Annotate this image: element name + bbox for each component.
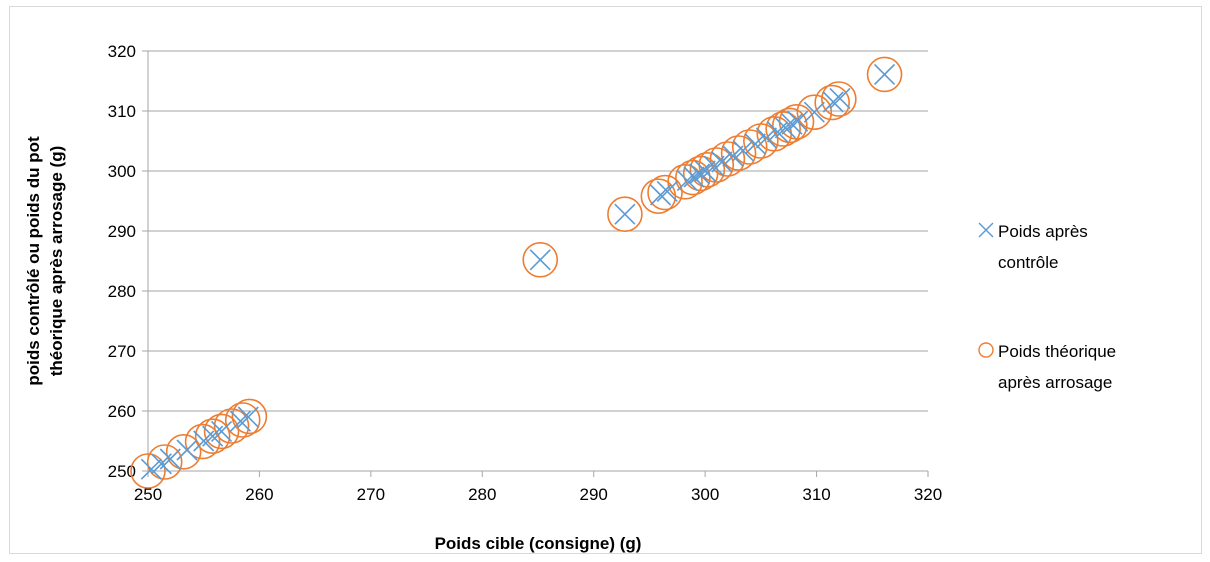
axes	[142, 50, 929, 477]
series-poids-apres-controle	[140, 63, 896, 480]
x-marker	[732, 140, 754, 162]
x-marker	[210, 420, 233, 442]
circle-marker	[796, 94, 833, 130]
legend-label: après arrosage	[998, 373, 1112, 392]
x-marker	[803, 101, 825, 123]
y-tick-label: 270	[108, 342, 136, 361]
x-marker	[744, 133, 766, 155]
circle-marker	[165, 433, 202, 470]
x-tick-label: 270	[357, 485, 385, 504]
x-marker	[656, 180, 678, 202]
x-marker	[676, 170, 698, 192]
x-marker	[159, 448, 181, 470]
y-tick-label: 290	[108, 222, 136, 241]
circle-marker	[130, 453, 166, 489]
x-marker	[774, 117, 796, 139]
circle-marker	[213, 408, 250, 444]
circle-marker	[866, 56, 903, 93]
circle-marker	[194, 418, 231, 455]
circle-marker	[184, 423, 221, 460]
x-marker	[689, 163, 711, 185]
legend-x-marker	[978, 222, 994, 238]
y-tick-label: 310	[108, 102, 136, 121]
circle-marker	[522, 241, 559, 278]
y-tick-label: 280	[108, 282, 136, 301]
x-marker	[529, 249, 551, 271]
x-axis-title: Poids cible (consigne) (g)	[435, 534, 642, 553]
circle-marker	[146, 444, 183, 480]
circle-marker	[224, 402, 261, 438]
x-marker	[683, 166, 705, 188]
x-tick-label: 320	[914, 485, 942, 504]
x-marker	[650, 184, 672, 206]
chart-frame	[9, 6, 1202, 554]
x-marker	[140, 458, 162, 480]
circle-marker	[689, 152, 726, 188]
x-tick-label: 250	[134, 485, 162, 504]
data-series	[130, 56, 903, 489]
circle-marker	[814, 84, 850, 121]
x-marker	[703, 155, 725, 177]
x-tick-label: 310	[802, 485, 830, 504]
legend: Poids après contrôle Poids théorique après …	[978, 222, 1116, 392]
circle-marker	[667, 164, 703, 200]
circle-marker	[607, 196, 643, 232]
x-marker	[755, 127, 777, 149]
y-tick-label: 250	[108, 462, 136, 481]
legend-circle-marker	[978, 342, 994, 358]
legend-label: Poids après	[998, 222, 1088, 241]
series-poids-theorique	[130, 56, 903, 489]
x-marker	[722, 145, 744, 167]
x-marker	[829, 87, 851, 109]
x-marker	[873, 63, 896, 85]
y-tick-label: 260	[108, 402, 136, 421]
circle-marker	[709, 141, 746, 177]
x-marker	[176, 439, 198, 461]
y-axis-title-line: poids contrôlé ou poids du pot	[24, 136, 43, 386]
x-tick-label: 300	[691, 485, 719, 504]
x-marker	[229, 410, 252, 432]
legend-label: Poids théorique	[998, 342, 1116, 361]
x-marker	[237, 406, 259, 428]
circle-marker	[731, 129, 768, 165]
grid-lines	[148, 50, 928, 412]
x-marker	[822, 91, 844, 113]
y-tick-label: 300	[108, 162, 136, 181]
circle-marker	[720, 135, 757, 171]
x-marker	[711, 151, 733, 173]
x-tick-label: 290	[580, 485, 608, 504]
y-axis-title: poids contrôlé ou poids du pot théorique …	[24, 136, 66, 386]
x-tick-label: 280	[468, 485, 496, 504]
y-axis-title-line: théorique après arrosage (g)	[47, 146, 66, 377]
y-tick-label: 320	[108, 42, 136, 61]
legend-item: Poids théorique après arrosage	[978, 342, 1116, 392]
x-marker	[767, 121, 789, 143]
x-marker	[787, 110, 809, 132]
x-marker	[614, 203, 636, 225]
circle-marker	[821, 81, 857, 117]
circle-marker	[647, 174, 683, 211]
x-tick-label: 260	[245, 485, 273, 504]
x-marker	[781, 113, 803, 135]
circle-marker	[231, 398, 268, 435]
circle-marker	[772, 107, 808, 144]
legend-label: contrôle	[998, 253, 1058, 272]
circle-marker	[203, 413, 240, 450]
tick-labels: 250 260 270 280 290 300 310 320 250 260 270 280 290 3…	[108, 42, 943, 504]
legend-item: Poids après contrôle	[978, 222, 1088, 272]
